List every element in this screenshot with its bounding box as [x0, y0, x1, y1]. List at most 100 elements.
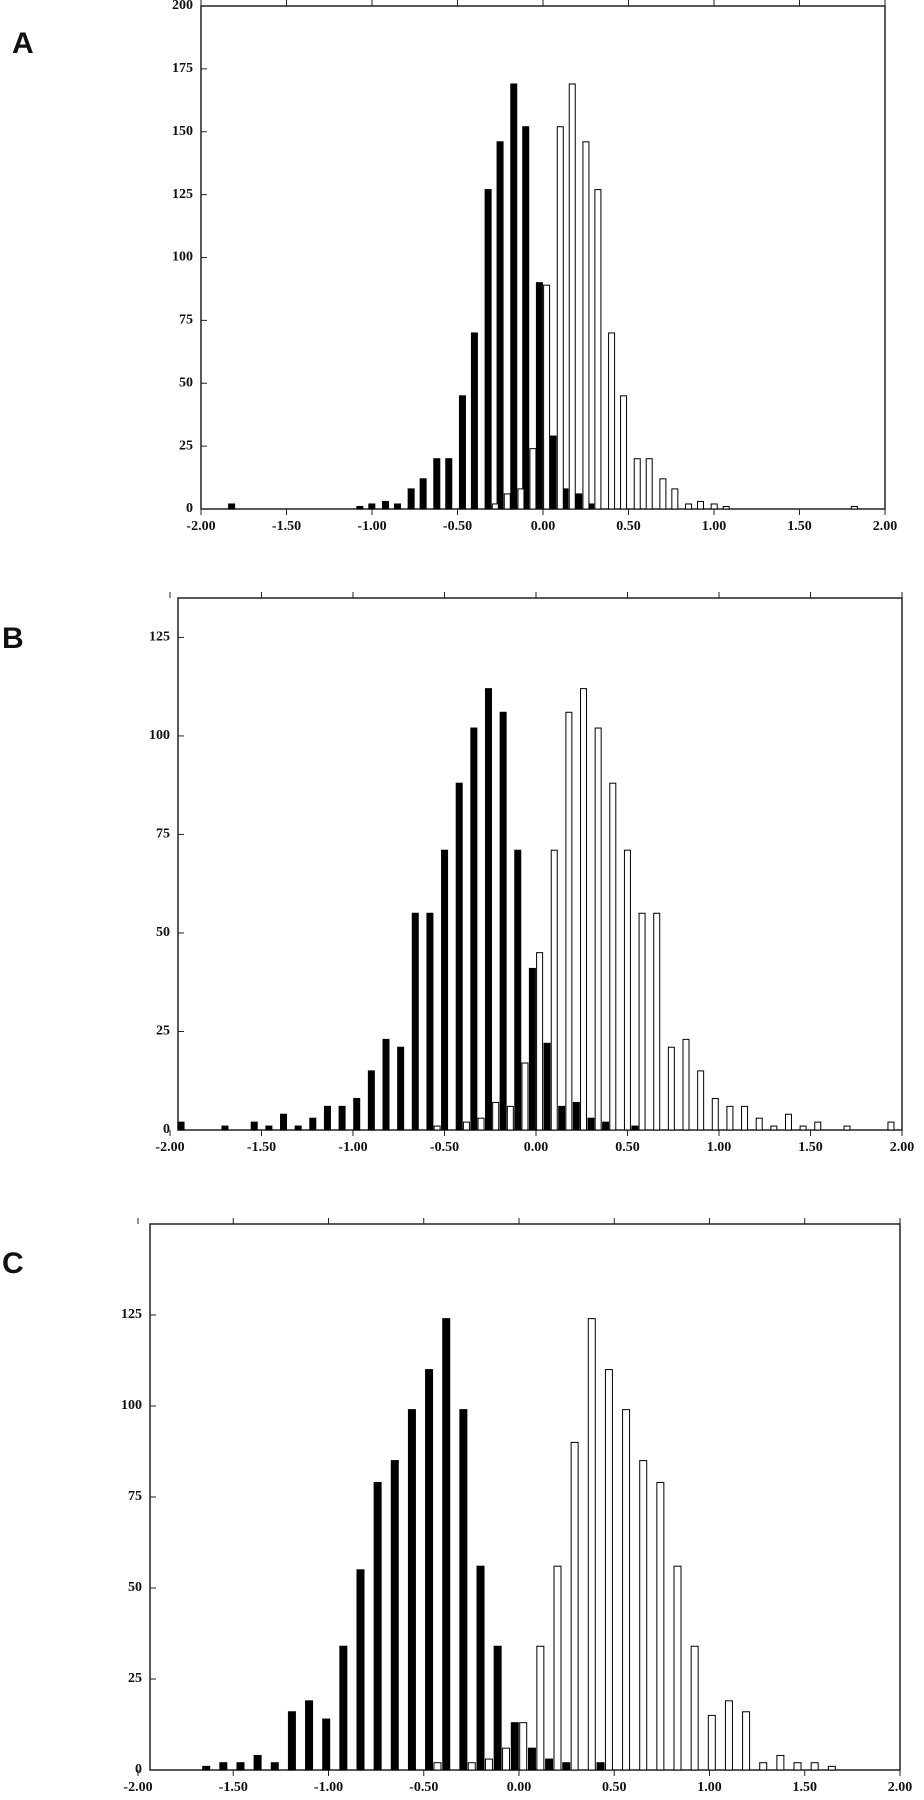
bar [556, 126, 564, 510]
bar [528, 967, 536, 1131]
bar [517, 488, 525, 510]
bar [671, 488, 679, 510]
bar [280, 1113, 288, 1131]
bar [587, 1117, 595, 1131]
y-tick-label: 25 [128, 1671, 142, 1686]
bar [604, 1369, 613, 1771]
y-tick-label: 0 [163, 1122, 170, 1137]
bar [572, 1101, 580, 1131]
bar [390, 1460, 399, 1771]
bar [425, 1369, 434, 1771]
bar [514, 849, 522, 1131]
bar [755, 1117, 763, 1131]
bar [407, 488, 415, 510]
bar [543, 1042, 551, 1131]
bar [492, 1101, 500, 1131]
y-tick-label: 200 [172, 0, 193, 13]
bar [338, 1105, 346, 1131]
bar [219, 1762, 228, 1771]
bar [393, 503, 401, 510]
x-tick-label: 2.00 [873, 519, 898, 534]
panel-label: C [2, 1247, 24, 1280]
y-tick-label: 75 [128, 1489, 142, 1504]
x-tick-label: -2.00 [123, 1780, 152, 1795]
bar [236, 1762, 245, 1771]
bar [510, 83, 518, 510]
bar [467, 1762, 476, 1771]
bar [253, 1754, 262, 1771]
bar [594, 189, 602, 510]
y-tick-label: 125 [172, 187, 193, 202]
x-tick-label: 0.00 [531, 519, 556, 534]
bar [510, 1722, 519, 1771]
panel-label: A [12, 27, 34, 60]
bar [442, 1318, 451, 1771]
bar [221, 1125, 229, 1131]
bar [202, 1765, 211, 1771]
bar [265, 1125, 273, 1131]
bar [499, 711, 507, 1131]
bar [623, 849, 631, 1131]
bar [458, 395, 466, 510]
bar [506, 1105, 514, 1131]
bar [827, 1765, 836, 1771]
bar [519, 1722, 528, 1771]
bar [462, 1121, 470, 1131]
x-tick-label: 1.50 [798, 1140, 823, 1155]
bar [633, 458, 641, 510]
panel-label: B [2, 622, 24, 655]
x-tick-label: 1.50 [787, 519, 812, 534]
bar [305, 1700, 314, 1771]
x-tick-label: 1.00 [697, 1780, 722, 1795]
bar [558, 1105, 566, 1131]
bar [545, 1758, 554, 1771]
y-tick-label: 25 [179, 438, 193, 453]
bar [638, 912, 646, 1131]
bar [608, 332, 616, 510]
y-tick-label: 125 [121, 1307, 142, 1322]
y-tick-label: 25 [156, 1024, 170, 1039]
bar [580, 688, 588, 1131]
bar [419, 478, 427, 510]
bar [568, 83, 576, 510]
y-tick-label: 175 [172, 61, 193, 76]
bar [656, 1481, 665, 1771]
bar [543, 284, 551, 510]
bar [793, 1762, 802, 1771]
bar [484, 1758, 493, 1771]
plot-frame [200, 5, 886, 510]
bar [596, 1762, 605, 1771]
bar [502, 1747, 511, 1771]
x-tick-label: 1.50 [793, 1780, 818, 1795]
bar [810, 1762, 819, 1771]
bar [622, 1409, 631, 1771]
bar [228, 503, 236, 510]
bar [726, 1105, 734, 1131]
bar [594, 727, 602, 1131]
bar [433, 458, 441, 510]
bar [609, 782, 617, 1131]
bar [356, 505, 364, 510]
x-tick-label: -0.50 [430, 1140, 459, 1155]
bar [697, 500, 704, 510]
bar [570, 1441, 579, 1771]
bar [470, 727, 478, 1131]
bar [484, 189, 492, 510]
bar [527, 1747, 536, 1771]
bar [673, 1565, 682, 1771]
bar [843, 1125, 851, 1131]
bar [339, 1645, 348, 1771]
y-tick-label: 125 [149, 630, 170, 645]
x-tick-label: -0.50 [409, 1780, 438, 1795]
x-tick-label: 1.00 [707, 1140, 732, 1155]
bar [685, 503, 693, 510]
bar [287, 1711, 296, 1771]
bar [710, 503, 718, 510]
bar [496, 141, 504, 510]
bar [587, 1318, 596, 1771]
x-tick-label: -0.50 [443, 519, 472, 534]
bar [639, 1460, 648, 1771]
bar [455, 782, 463, 1131]
